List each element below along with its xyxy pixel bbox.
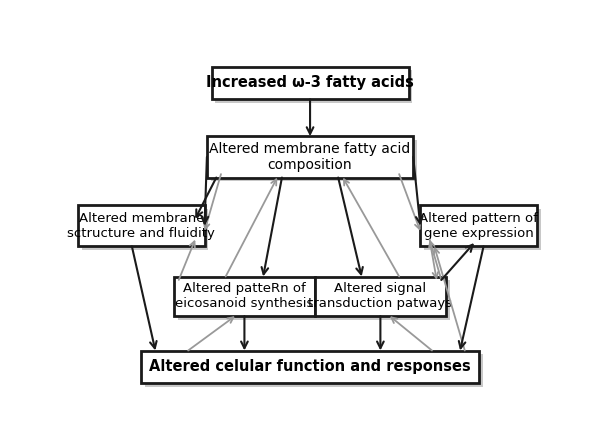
Text: Altered pattern of
gene expression: Altered pattern of gene expression xyxy=(419,212,538,240)
FancyBboxPatch shape xyxy=(178,280,318,320)
FancyBboxPatch shape xyxy=(420,205,537,246)
Text: Increased ω-3 fatty acids: Increased ω-3 fatty acids xyxy=(206,76,414,90)
FancyBboxPatch shape xyxy=(212,67,408,99)
FancyBboxPatch shape xyxy=(174,277,315,316)
Text: Altered signal
transduction patways: Altered signal transduction patways xyxy=(309,283,453,310)
FancyBboxPatch shape xyxy=(145,354,483,387)
FancyBboxPatch shape xyxy=(78,205,204,246)
Text: Altered membrane
sctructure and fluidity: Altered membrane sctructure and fluidity xyxy=(67,212,215,240)
FancyBboxPatch shape xyxy=(424,208,541,250)
FancyBboxPatch shape xyxy=(318,280,450,320)
Text: Altered patteRn of
eicosanoid synthesis: Altered patteRn of eicosanoid synthesis xyxy=(175,283,313,310)
FancyBboxPatch shape xyxy=(315,277,446,316)
FancyBboxPatch shape xyxy=(207,136,413,177)
Text: Altered celular function and responses: Altered celular function and responses xyxy=(149,359,471,374)
FancyBboxPatch shape xyxy=(211,139,417,181)
FancyBboxPatch shape xyxy=(142,350,479,383)
Text: Altered membrane fatty acid
composition: Altered membrane fatty acid composition xyxy=(209,142,411,172)
FancyBboxPatch shape xyxy=(215,70,412,103)
FancyBboxPatch shape xyxy=(82,208,208,250)
